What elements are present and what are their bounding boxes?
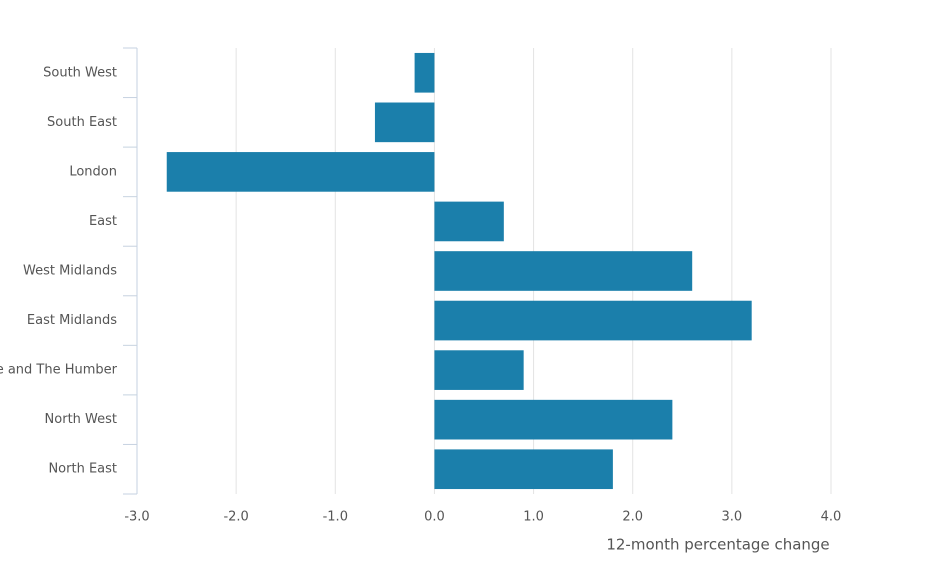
bar — [434, 201, 504, 242]
bar — [374, 102, 435, 143]
bar — [166, 152, 435, 192]
x-axis-label: 12-month percentage change — [606, 536, 829, 554]
y-tick-label: North East — [48, 462, 117, 477]
bar — [434, 350, 524, 390]
x-tick-label: 0.0 — [424, 510, 445, 525]
y-tick-label: East Midlands — [27, 313, 117, 328]
bar — [434, 300, 752, 341]
y-tick-label: South West — [43, 65, 117, 80]
x-tick-label: 2.0 — [622, 510, 643, 525]
x-tick-label: 3.0 — [722, 510, 743, 525]
y-tick-label: North West — [45, 412, 117, 427]
bar — [414, 52, 435, 93]
x-tick-label: -3.0 — [124, 510, 149, 525]
x-tick-label: -1.0 — [323, 510, 348, 525]
y-tick-label: South East — [47, 115, 117, 130]
x-tick-label: 4.0 — [821, 510, 842, 525]
x-tick-label: 1.0 — [523, 510, 544, 525]
bar — [434, 449, 613, 490]
y-tick-label: East — [89, 214, 117, 229]
bar — [434, 399, 673, 440]
x-tick-label: -2.0 — [223, 510, 248, 525]
y-tick-label: Yorkshire and The Humber — [0, 363, 118, 378]
y-tick-label: London — [69, 164, 117, 179]
y-tick-label: West Midlands — [23, 264, 117, 279]
bar — [434, 251, 693, 291]
